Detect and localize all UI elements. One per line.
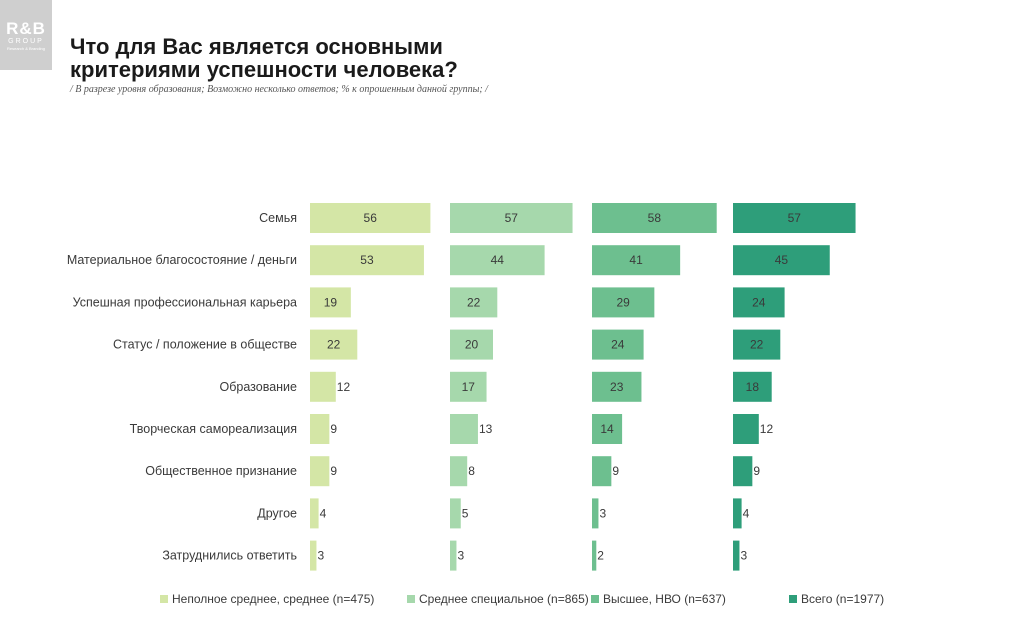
legend-label: Среднее специальное (n=865) — [419, 592, 589, 606]
bar — [592, 456, 612, 487]
bar-value-label: 5 — [462, 506, 469, 520]
bar-value-label: 9 — [612, 464, 619, 478]
category-label: Общественное признание — [145, 464, 297, 478]
bar — [592, 287, 655, 318]
bar-value-label: 14 — [600, 422, 614, 436]
bar — [310, 203, 431, 233]
bar — [310, 329, 358, 360]
category-label: Статус / положение в обществе — [113, 338, 297, 352]
bar-value-label: 2 — [597, 549, 604, 563]
legend-swatch — [789, 595, 797, 603]
legend-label: Высшее, НВО (n=637) — [603, 592, 726, 606]
bar-value-label: 8 — [468, 464, 475, 478]
category-label: Успешная профессиональная карьера — [73, 295, 297, 309]
bar-value-label: 19 — [324, 295, 338, 309]
bar — [733, 456, 753, 487]
bar-value-label: 23 — [610, 380, 624, 394]
category-label: Затруднились ответить — [162, 549, 297, 563]
legend-label: Всего (n=1977) — [801, 592, 884, 606]
category-label: Материальное благосостояние / деньги — [67, 253, 297, 267]
chart-title-line-2: критериями успешности человека? — [70, 57, 458, 82]
bar — [733, 498, 742, 529]
chart-subtitle: / В разрезе уровня образования; Возможно… — [70, 84, 488, 95]
bar — [450, 540, 457, 571]
bar-value-label: 3 — [457, 549, 464, 563]
bar-value-label: 17 — [462, 380, 476, 394]
bar — [733, 287, 785, 318]
bar-value-label: 4 — [743, 506, 750, 520]
bar — [733, 540, 740, 571]
bar-value-label: 9 — [330, 464, 337, 478]
category-label: Образование — [220, 380, 298, 394]
bar — [310, 245, 424, 276]
bar-value-label: 22 — [327, 338, 341, 352]
bar-value-label: 24 — [752, 295, 766, 309]
bar — [450, 498, 461, 529]
bar — [450, 371, 487, 402]
bar-value-label: 22 — [750, 338, 764, 352]
bar-value-label: 58 — [648, 211, 662, 225]
bar-value-label: 3 — [599, 506, 606, 520]
bar — [310, 456, 330, 487]
legend-swatch — [591, 595, 599, 603]
bar — [450, 456, 468, 487]
bar — [733, 329, 781, 360]
bar — [592, 540, 597, 571]
bar-value-label: 44 — [491, 253, 505, 267]
bar — [592, 414, 623, 444]
bar — [733, 414, 759, 444]
bar-value-label: 57 — [788, 211, 802, 225]
logo-tagline: Research & Branding — [6, 45, 46, 51]
legend-swatch — [407, 595, 415, 603]
bar — [310, 287, 351, 318]
company-logo: R&B GROUP Research & Branding — [0, 0, 52, 70]
logo-main-text: R&B — [6, 18, 46, 38]
category-label: Другое — [257, 506, 297, 520]
bar-value-label: 13 — [479, 422, 493, 436]
bar — [733, 371, 772, 402]
bar-value-label: 53 — [360, 253, 374, 267]
bar — [592, 203, 717, 233]
chart-title-line-1: Что для Вас является основными — [70, 34, 443, 59]
bar — [733, 245, 830, 276]
bar-value-label: 12 — [337, 380, 351, 394]
bar-value-label: 9 — [753, 464, 760, 478]
bar-value-label: 29 — [616, 295, 630, 309]
bar-value-label: 45 — [775, 253, 789, 267]
bar — [592, 245, 681, 276]
bar — [592, 498, 599, 529]
bar — [310, 498, 319, 529]
bar — [733, 203, 856, 233]
bar — [450, 329, 493, 360]
bar — [310, 540, 317, 571]
bar-value-label: 24 — [611, 338, 625, 352]
bar — [310, 371, 336, 402]
bar-value-label: 4 — [320, 506, 327, 520]
legend-label: Неполное среднее, среднее (n=475) — [172, 592, 374, 606]
bar-value-label: 3 — [317, 549, 324, 563]
bar-value-label: 41 — [629, 253, 643, 267]
bar — [450, 245, 545, 276]
bar-value-label: 22 — [467, 295, 481, 309]
bar — [592, 371, 642, 402]
bar-value-label: 18 — [746, 380, 760, 394]
bar — [450, 203, 573, 233]
bar-value-label: 3 — [740, 549, 747, 563]
legend-swatch — [160, 595, 168, 603]
bar — [450, 287, 498, 318]
bar-value-label: 57 — [505, 211, 519, 225]
category-label: Семья — [259, 211, 297, 225]
bar — [310, 414, 330, 444]
bar — [450, 414, 478, 444]
bar-value-label: 9 — [330, 422, 337, 436]
bar-value-label: 56 — [364, 211, 378, 225]
category-label: Творческая самореализация — [130, 422, 297, 436]
bar-value-label: 20 — [465, 338, 479, 352]
chart-title: Что для Вас является основными критериям… — [70, 35, 630, 81]
bar-value-label: 12 — [760, 422, 774, 436]
bar — [592, 329, 644, 360]
logo-sub-text: GROUP — [8, 37, 44, 45]
